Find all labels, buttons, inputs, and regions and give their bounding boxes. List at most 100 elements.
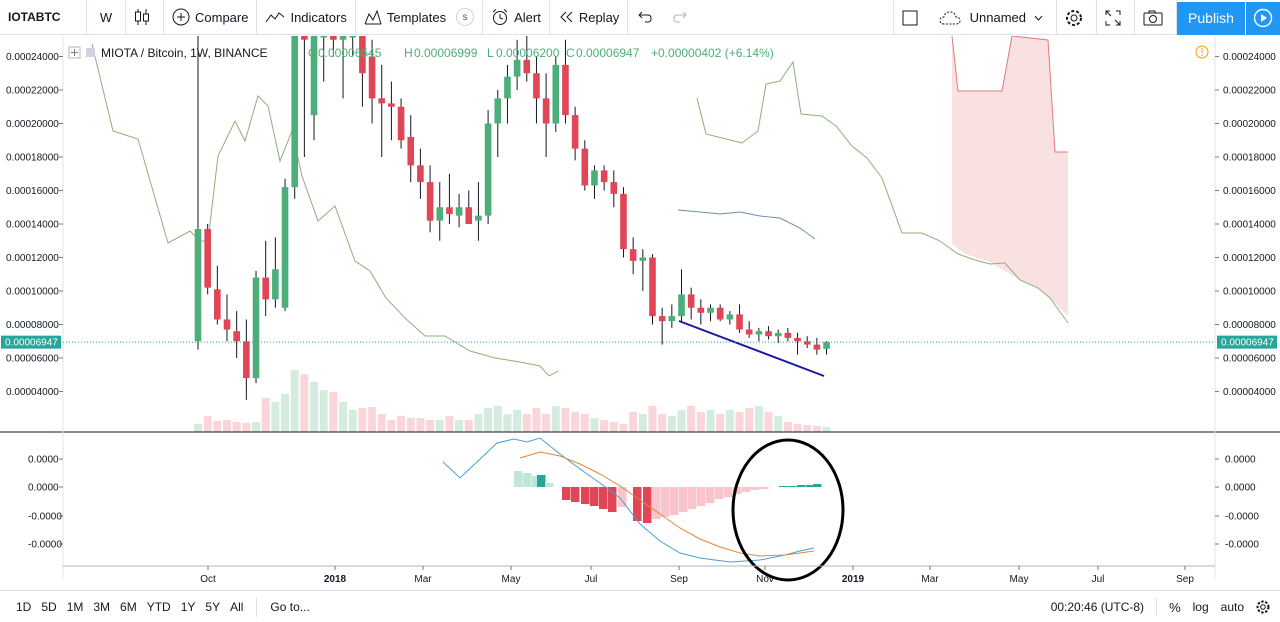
candle-body[interactable] bbox=[542, 98, 550, 124]
candle-body[interactable] bbox=[533, 73, 540, 99]
candle-body[interactable] bbox=[349, 36, 357, 38]
candle-body[interactable] bbox=[523, 59, 531, 74]
range-all[interactable]: All bbox=[230, 599, 244, 614]
hand-drawn-circle[interactable] bbox=[731, 438, 845, 582]
candle-body[interactable] bbox=[426, 182, 434, 221]
range-ytd[interactable]: YTD bbox=[146, 599, 171, 614]
candle-body[interactable] bbox=[378, 98, 386, 104]
warning-icon[interactable] bbox=[1195, 45, 1209, 59]
indicators-button[interactable]: Indicators bbox=[257, 0, 354, 35]
candle-body[interactable] bbox=[194, 229, 202, 342]
candle-body[interactable] bbox=[243, 341, 250, 379]
symbol-search[interactable]: IOTABTC bbox=[8, 10, 61, 24]
candle-body[interactable] bbox=[330, 36, 337, 40]
candle-body[interactable] bbox=[784, 332, 792, 338]
legend-collapse-icon[interactable] bbox=[68, 46, 81, 59]
range-6m[interactable]: 6M bbox=[120, 599, 137, 614]
candle-body[interactable] bbox=[291, 36, 298, 188]
candle-body[interactable] bbox=[281, 187, 289, 308]
candle-body[interactable] bbox=[214, 289, 221, 320]
candle-body[interactable] bbox=[736, 314, 743, 330]
candle-body[interactable] bbox=[359, 36, 366, 74]
macd-axis-left[interactable]: 0.0000 0.0000 -0.0000 -0.0000 bbox=[28, 455, 63, 551]
candle-body[interactable] bbox=[668, 316, 676, 322]
range-1d[interactable]: 1D bbox=[16, 599, 32, 614]
candle-body[interactable] bbox=[446, 207, 453, 214]
goto-button[interactable]: Go to... bbox=[270, 599, 310, 614]
fullscreen-button[interactable] bbox=[1097, 0, 1134, 35]
candle-body[interactable] bbox=[310, 36, 318, 116]
candle-body[interactable] bbox=[591, 170, 598, 186]
candle-body[interactable] bbox=[649, 257, 656, 317]
candle-body[interactable] bbox=[687, 294, 695, 308]
templates-button[interactable]: Templates s bbox=[356, 0, 482, 35]
candle-body[interactable] bbox=[252, 277, 260, 379]
candle-body[interactable] bbox=[368, 56, 376, 99]
range-5y[interactable]: 5Y bbox=[205, 599, 221, 614]
chart-canvas[interactable]: 0.000260000.000240000.000220000.00020000… bbox=[0, 36, 1280, 590]
candle-body[interactable] bbox=[639, 257, 647, 261]
candle-body[interactable] bbox=[204, 229, 211, 288]
candle-body[interactable] bbox=[397, 106, 405, 141]
candle-body[interactable] bbox=[465, 207, 473, 224]
candle-body[interactable] bbox=[620, 193, 627, 250]
candle-body[interactable] bbox=[417, 165, 424, 183]
alert-button[interactable]: Alert bbox=[483, 0, 549, 35]
candle-body[interactable] bbox=[407, 136, 415, 166]
candle-body[interactable] bbox=[272, 269, 279, 300]
candle-body[interactable] bbox=[600, 170, 608, 183]
candle-body[interactable] bbox=[697, 307, 705, 313]
settings-button[interactable] bbox=[1057, 0, 1096, 35]
candle-body[interactable] bbox=[745, 329, 753, 335]
candle-body[interactable] bbox=[755, 331, 763, 335]
time-axis[interactable]: Oct 2018 Mar May Jul Sep Nov 2019 Mar May Jul Sep bbox=[200, 566, 1194, 585]
candle-body[interactable] bbox=[803, 341, 811, 345]
candle-body[interactable] bbox=[726, 314, 734, 320]
clock[interactable]: 00:20:46 (UTC-8) bbox=[1050, 600, 1145, 614]
candle-body[interactable] bbox=[629, 249, 637, 261]
range-1y[interactable]: 1Y bbox=[180, 599, 196, 614]
candle-body[interactable] bbox=[262, 277, 269, 300]
snapshot-button[interactable] bbox=[1135, 0, 1176, 35]
price-axis-left[interactable]: 0.000260000.000240000.000220000.00020000… bbox=[6, 36, 63, 398]
auto-toggle[interactable]: auto bbox=[1220, 600, 1244, 614]
macd-pane[interactable] bbox=[442, 437, 845, 582]
candle-body[interactable] bbox=[765, 331, 772, 337]
candle-body[interactable] bbox=[233, 331, 240, 342]
candle-body[interactable] bbox=[301, 36, 308, 40]
interval-selector[interactable]: W bbox=[99, 9, 113, 25]
candle-body[interactable] bbox=[581, 148, 589, 186]
candle-body[interactable] bbox=[436, 207, 444, 221]
candle-body[interactable] bbox=[813, 344, 821, 350]
candle-body[interactable] bbox=[610, 182, 618, 194]
candle-body[interactable] bbox=[455, 207, 463, 216]
compare-button[interactable]: Compare bbox=[164, 0, 256, 35]
candle-body[interactable] bbox=[562, 64, 569, 116]
layout-selector[interactable]: Unnamed bbox=[931, 0, 1056, 35]
candle-body[interactable] bbox=[320, 36, 328, 38]
redo-button[interactable] bbox=[665, 0, 702, 35]
candle-body[interactable] bbox=[658, 316, 666, 322]
range-3m[interactable]: 3M bbox=[93, 599, 111, 614]
replay-button[interactable]: Replay bbox=[550, 0, 627, 35]
trend-line[interactable] bbox=[678, 320, 825, 377]
candle-body[interactable] bbox=[388, 103, 395, 107]
candle-body[interactable] bbox=[794, 337, 801, 342]
fullscreen-toggle-button[interactable] bbox=[894, 0, 931, 35]
candle-body[interactable] bbox=[774, 332, 782, 337]
candle-body[interactable] bbox=[823, 342, 830, 349]
price-axis-right[interactable]: 0.000260000.000240000.000220000.00020000… bbox=[1215, 36, 1276, 398]
candle-body[interactable] bbox=[504, 76, 511, 99]
candle-body[interactable] bbox=[513, 59, 521, 77]
candle-body[interactable] bbox=[475, 215, 482, 221]
range-5d[interactable]: 5D bbox=[41, 599, 57, 614]
candle-body[interactable] bbox=[571, 115, 579, 149]
candle-body[interactable] bbox=[223, 319, 231, 330]
candle-body[interactable] bbox=[494, 98, 502, 124]
candle-body[interactable] bbox=[339, 36, 347, 40]
publish-menu-button[interactable] bbox=[1246, 1, 1280, 35]
candle-body[interactable] bbox=[678, 294, 685, 317]
candlestick-series[interactable] bbox=[194, 36, 830, 400]
drawings[interactable] bbox=[678, 320, 825, 377]
candle-body[interactable] bbox=[716, 307, 724, 320]
